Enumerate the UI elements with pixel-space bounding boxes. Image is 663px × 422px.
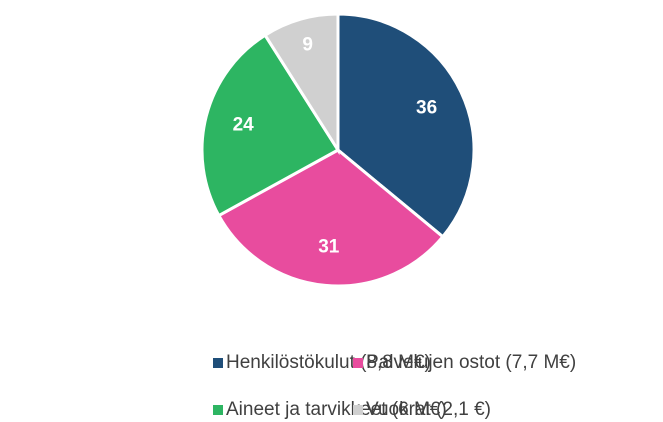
pie-slice	[263, 12, 340, 156]
legend-label: Aineet ja tarvikkeet (6 M€)	[226, 399, 447, 420]
legend-swatch	[353, 405, 363, 415]
data-label: 36	[416, 97, 437, 118]
legend-swatch	[353, 358, 363, 368]
pie-slice	[200, 33, 341, 218]
legend-swatch	[213, 405, 223, 415]
legend-label: Vuokrat (2,1 €)	[366, 399, 491, 420]
data-label: 9	[302, 35, 313, 56]
legend-label: Palvelujen ostot (7,7 M€)	[366, 352, 576, 373]
legend-label: Henkilöstökulut (8,8 M€)	[226, 352, 431, 373]
pie-slice	[336, 12, 476, 239]
data-label: 24	[233, 115, 255, 136]
data-label: 31	[318, 237, 340, 258]
pie-slice	[216, 148, 445, 288]
legend-swatch	[213, 358, 223, 368]
